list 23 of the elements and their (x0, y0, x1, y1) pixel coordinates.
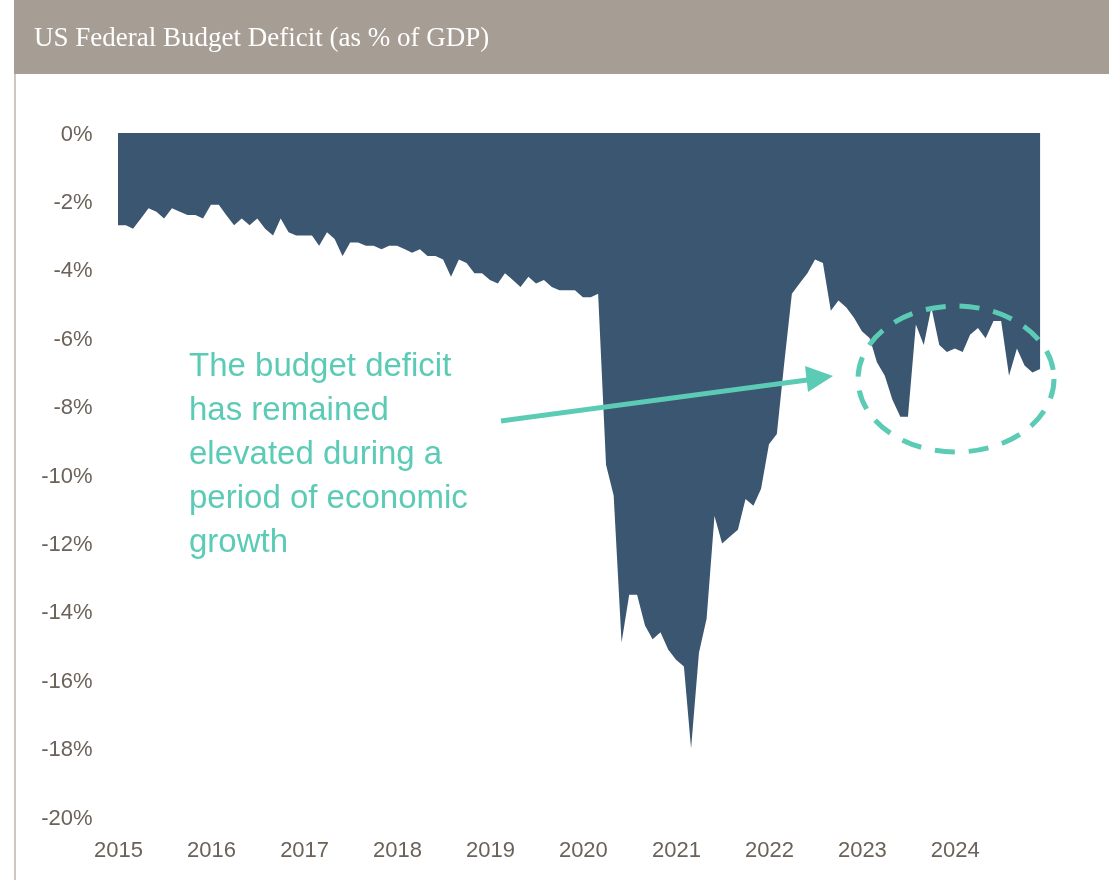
y-tick-label: -12% (41, 530, 93, 556)
y-tick-label: -8% (53, 394, 93, 420)
annotation: The budget deficit has remained elevated during a period of economic growth (189, 346, 468, 559)
y-tick-label: -18% (41, 736, 93, 762)
y-tick-label: -16% (41, 667, 93, 693)
y-tick-label: -6% (53, 325, 93, 351)
x-tick-label: 2017 (280, 836, 330, 862)
x-tick-label: 2024 (930, 836, 980, 862)
x-tick-label: 2022 (744, 836, 794, 862)
chart-title: US Federal Budget Deficit (as % of GDP) (14, 0, 1109, 74)
y-tick-label: -2% (53, 188, 93, 214)
y-tick-label: -14% (41, 599, 93, 625)
x-tick-label: 2018 (373, 836, 422, 862)
y-tick-label: -4% (53, 257, 93, 283)
y-tick-label: -20% (41, 804, 93, 830)
x-tick-label: 2020 (558, 836, 608, 862)
x-tick-label: 2023 (837, 836, 887, 862)
y-tick-label: 0% (60, 120, 93, 146)
y-tick-label: -10% (41, 462, 93, 488)
x-tick-label: 2021 (652, 836, 702, 862)
x-tick-label: 2019 (465, 836, 515, 862)
x-tick-label: 2016 (186, 836, 236, 862)
x-tick-label: 2015 (94, 836, 143, 862)
